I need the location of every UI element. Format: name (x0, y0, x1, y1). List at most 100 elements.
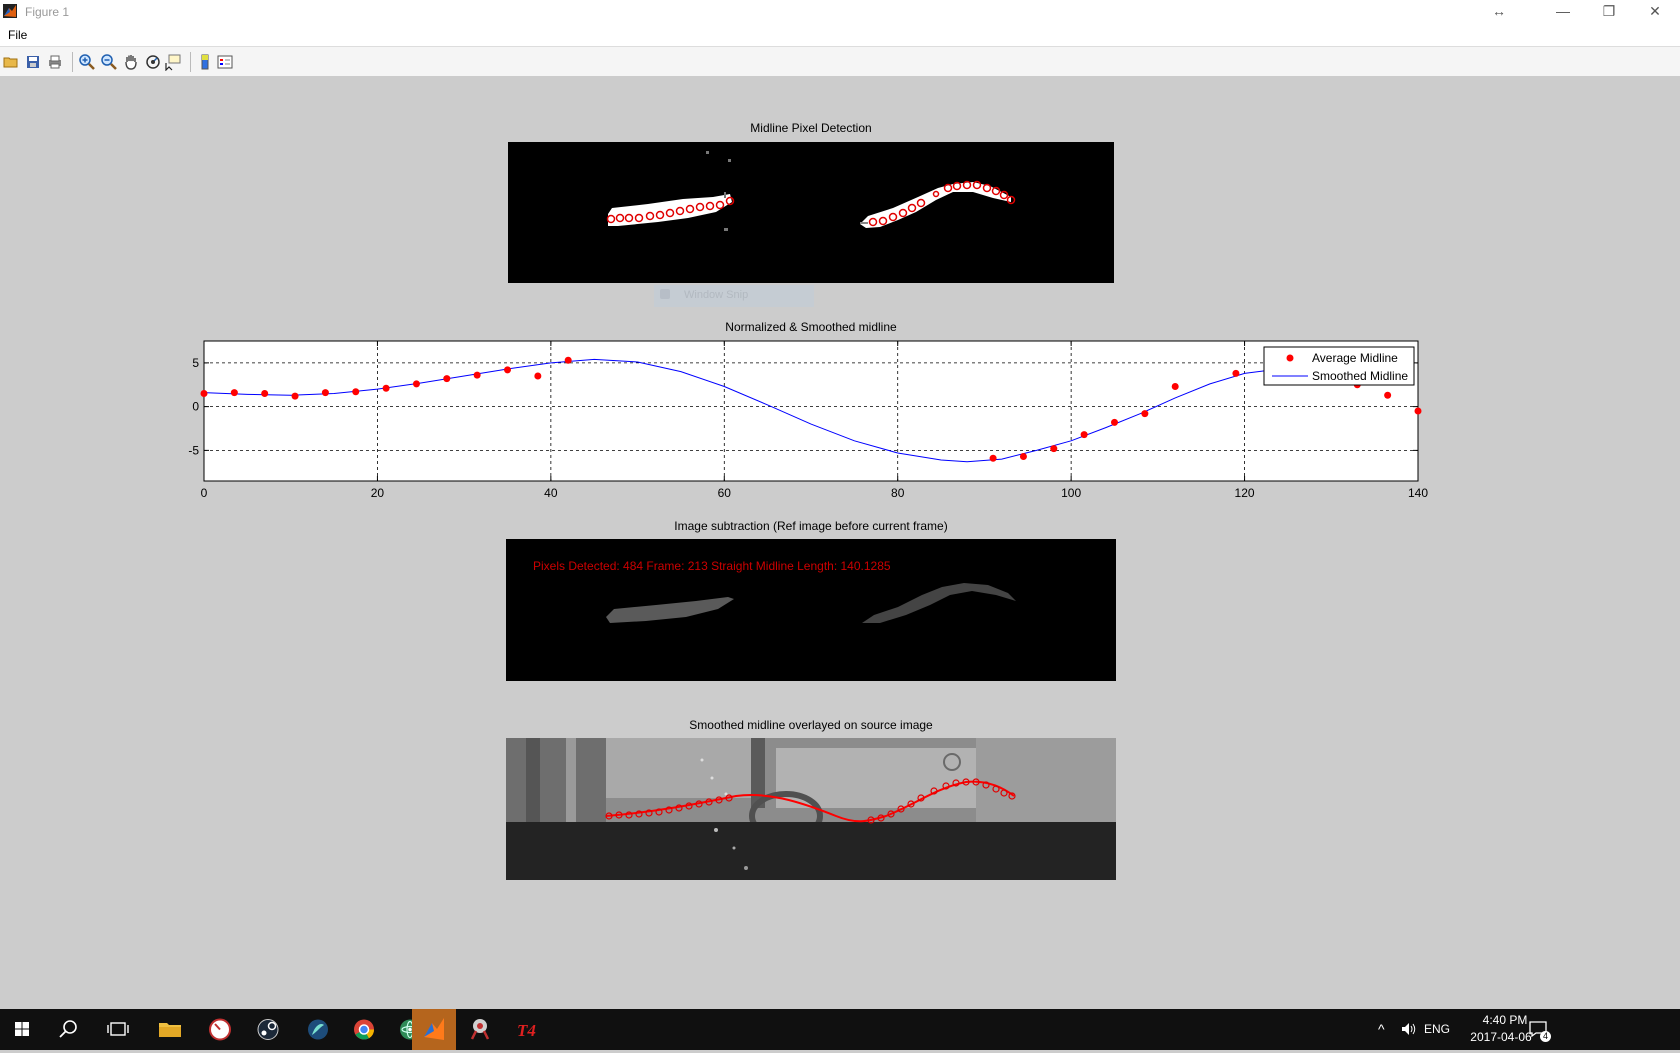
x-tick-label: 60 (718, 486, 732, 500)
average-midline-point (291, 392, 299, 400)
average-midline-point (261, 390, 269, 397)
window-titlebar: Figure 1 ↔ — ❐ ✕ (0, 0, 1680, 24)
plot-area (203, 340, 1419, 482)
toolbar-separator (72, 52, 73, 72)
midline-plot: 0 20 40 60 80 100 120 140 -5 0 5 Average Midline Smo… (160, 336, 1450, 514)
x-tick-label: 0 (201, 486, 208, 500)
y-tick-label: -5 (188, 443, 199, 457)
average-midline-point (504, 366, 511, 374)
close-button[interactable]: ✕ (1649, 3, 1661, 19)
figure-toolbar (0, 46, 1680, 77)
menu-file[interactable]: File (8, 28, 28, 42)
print-icon[interactable] (46, 53, 64, 71)
overlay-midline-markers (605, 778, 1016, 824)
maximize-button[interactable]: ❐ (1602, 3, 1616, 19)
search-icon[interactable] (46, 1013, 90, 1046)
x-tick-label: 140 (1408, 486, 1428, 500)
x-tick-label: 100 (1061, 486, 1081, 500)
notification-count: 4 (1540, 1031, 1551, 1042)
overlay-panel-title: Smoothed midline overlayed on source ima… (689, 718, 933, 732)
average-midline-point (1141, 410, 1149, 418)
average-midline-point (1080, 431, 1088, 439)
average-midline-point (1171, 383, 1179, 390)
subtraction-annotation: Pixels Detected: 484 Frame: 213 Straight… (533, 559, 891, 573)
tor-icon[interactable]: T4 (504, 1013, 548, 1046)
subtraction-panel-title: Image subtraction (Ref image before curr… (674, 519, 948, 533)
overlay-smoothed-midline (605, 780, 1015, 823)
average-midline-point (1050, 445, 1058, 453)
subtraction-image: Pixels Detected: 484 Frame: 213 Straight… (506, 539, 1116, 681)
plot-title: Normalized & Smoothed midline (725, 320, 897, 334)
average-midline-point (443, 375, 451, 383)
zoom-in-icon[interactable] (78, 53, 96, 71)
y-tick-label: 0 (192, 400, 199, 414)
chrome-icon[interactable] (342, 1013, 386, 1046)
legend-label: Average Midline (1312, 351, 1398, 365)
average-midline-point (412, 380, 420, 388)
windows-taskbar: T4 ^ ENG 4:40 PM 2017-04-06 4 (0, 1009, 1680, 1050)
svg-text:T4: T4 (517, 1021, 536, 1040)
overlay-image (506, 738, 1116, 880)
window-snip-ghost: Window Snip (654, 285, 814, 307)
average-midline-point (321, 389, 329, 397)
y-tick-label: 5 (192, 356, 199, 370)
average-midline-point (1414, 407, 1422, 415)
average-midline-point (200, 390, 208, 397)
matlab-app-icon (3, 4, 17, 18)
clock-app-icon[interactable] (198, 1013, 242, 1046)
zoom-out-icon[interactable] (100, 53, 118, 71)
task-view-icon[interactable] (96, 1013, 140, 1046)
volume-icon[interactable] (1400, 1021, 1418, 1037)
snip-icon (660, 289, 670, 299)
x-tick-label: 20 (371, 486, 385, 500)
average-midline-point (564, 356, 572, 364)
x-tick-label: 120 (1235, 486, 1255, 500)
average-midline-point (534, 372, 542, 380)
x-tick-label: 80 (891, 486, 905, 500)
legend-label: Smoothed Midline (1312, 369, 1408, 383)
tray-time[interactable]: 4:40 PM (1482, 1013, 1528, 1027)
krita-icon[interactable] (296, 1013, 340, 1046)
average-midline-point (1111, 418, 1118, 426)
average-midline-point (382, 384, 390, 392)
legend-box (1263, 346, 1415, 386)
x-tick-label: 40 (544, 486, 558, 500)
matlab-icon (424, 1018, 444, 1040)
colorbar-icon[interactable] (196, 53, 214, 71)
average-midline-point (473, 371, 481, 379)
figure-canvas: Midline Pixel Detection Window Snip Norm… (0, 76, 1680, 1009)
open-file-icon[interactable] (2, 53, 20, 71)
tray-date[interactable]: 2017-04-06 (1470, 1030, 1532, 1044)
start-icon[interactable] (0, 1013, 44, 1046)
save-icon[interactable] (24, 53, 42, 71)
detection-image (508, 142, 1114, 283)
average-midline-point (352, 388, 360, 396)
window-snip-label: Window Snip (684, 289, 749, 301)
steam-icon[interactable] (246, 1013, 290, 1046)
detection-midline-markers (606, 180, 1016, 227)
matlab-taskbar-button[interactable] (412, 1009, 456, 1050)
menu-bar: File (0, 24, 1680, 46)
rotate-3d-icon[interactable] (144, 53, 162, 71)
average-midline-point (230, 389, 238, 397)
average-midline-point (1232, 369, 1240, 377)
average-midline-point (1384, 391, 1392, 399)
average-midline-point (989, 454, 997, 462)
subtraction-shapes (606, 583, 1016, 623)
language-indicator[interactable]: ENG (1424, 1022, 1451, 1036)
detection-panel-title: Midline Pixel Detection (750, 121, 872, 135)
pan-icon[interactable] (122, 53, 140, 71)
resize-icon[interactable]: ↔ (1492, 3, 1506, 19)
legend-marker-average (1286, 354, 1294, 362)
toolbar-separator (190, 52, 191, 72)
midline-chart: 0 20 40 60 80 100 120 140 -5 0 5 Average Midline Smo… (188, 340, 1428, 500)
tray-expand-icon[interactable]: ^ (1378, 1021, 1385, 1037)
notification-center-icon[interactable] (1528, 1020, 1548, 1038)
legend-icon[interactable] (216, 53, 234, 71)
file-explorer-icon[interactable] (148, 1013, 192, 1046)
window-title: Figure 1 (25, 5, 70, 19)
minimize-button[interactable]: — (1556, 3, 1570, 19)
snipping-tool-icon[interactable] (458, 1013, 502, 1046)
data-cursor-icon[interactable] (164, 53, 182, 71)
average-midline-point (1019, 453, 1027, 460)
